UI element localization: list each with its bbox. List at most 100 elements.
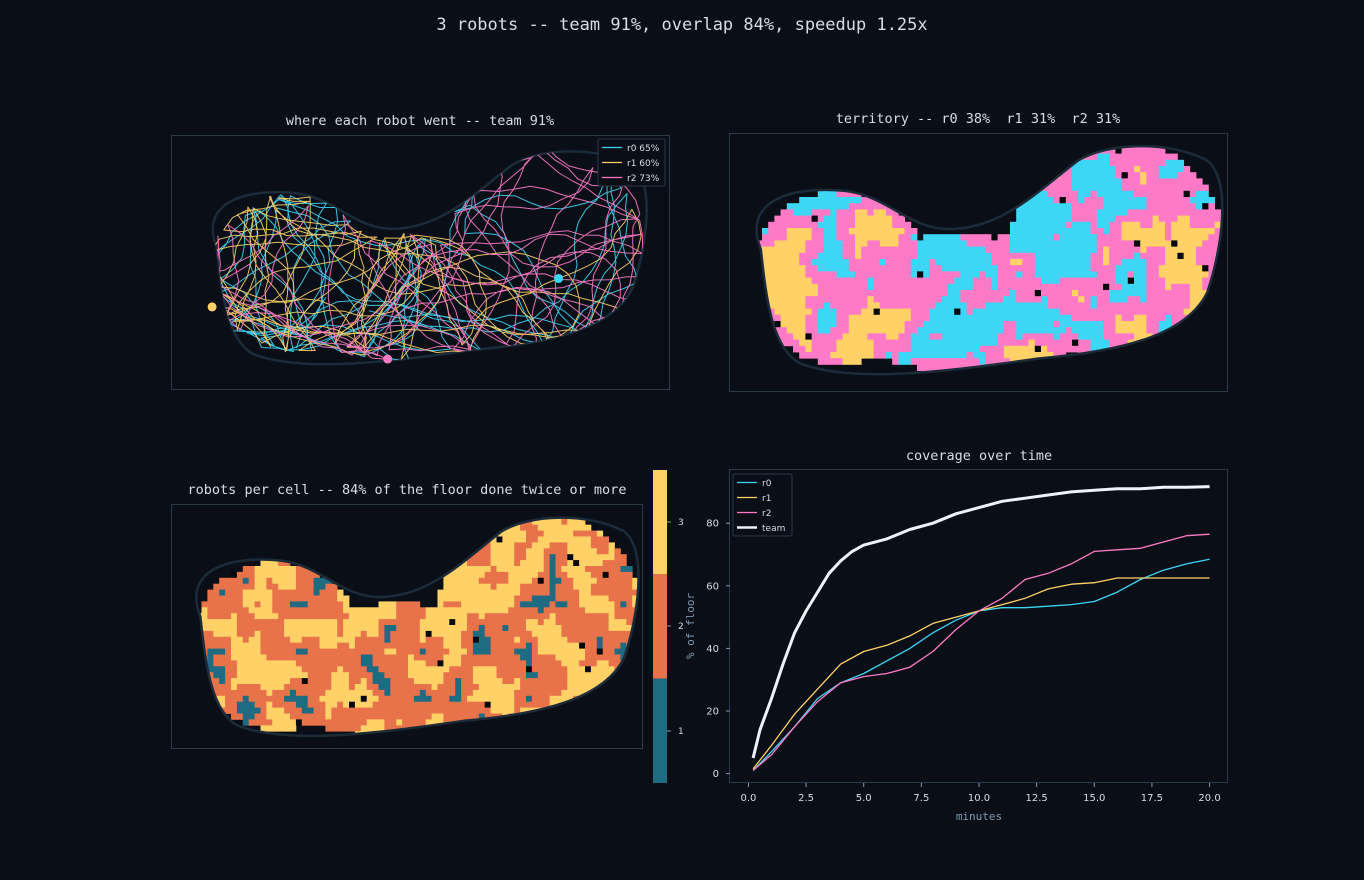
overlap-cell-2 [307,713,314,720]
territory-cell-r2 [1065,190,1073,198]
territory-cell-r0 [1140,277,1147,285]
overlap-cell-0 [301,678,309,685]
overlap-cell-2 [242,566,250,573]
overlap-cell-3 [248,678,255,685]
territory-cell-r1 [898,327,905,334]
territory-cell-r0 [954,259,961,266]
territory-cell-r1 [1115,321,1122,328]
overlap-cell-2 [602,642,609,649]
territory-cell-r1 [867,215,874,223]
territory-cell-r2 [1202,209,1209,216]
overlap-cell-2 [614,554,621,561]
territory-cell-r1 [1134,228,1141,235]
overlap-cell-2 [313,701,320,708]
territory-cell-r2 [799,252,806,260]
territory-cell-r2 [1196,252,1203,260]
overlap-cell-3 [266,595,273,602]
overlap-cell-2 [567,601,574,608]
territory-cell-r0 [923,352,930,359]
overlap-cell-3 [343,625,350,632]
territory-cell-r0 [1096,221,1104,229]
overlap-cell-3 [307,619,314,626]
overlap-cell-0 [496,536,503,543]
territory-cell-r2 [1003,252,1011,260]
overlap-cell-2 [201,672,208,679]
overlap-cell-3 [278,707,285,714]
territory-cell-r2 [842,302,850,309]
territory-cell-r2 [1183,302,1191,309]
overlap-cell-3 [579,689,586,697]
overlap-cell-2 [590,648,598,655]
territory-cell-r2 [966,240,974,247]
overlap-cell-3 [531,630,539,638]
territory-cell-r0 [1016,333,1023,340]
territory-cell-r0 [941,327,949,334]
overlap-cell-2 [626,583,633,590]
territory-cell-r0 [1072,178,1079,185]
territory-cell-r0 [830,190,837,198]
territory-cell-r1 [836,339,843,347]
overlap-cell-3 [496,707,503,714]
territory-cell-r2 [1041,172,1048,179]
territory-cell-r1 [1183,234,1191,241]
overlap-cell-3 [602,701,609,708]
overlap-cell-3 [543,530,550,537]
overlap-cell-2 [467,648,474,655]
overlap-cell-3 [372,613,379,620]
overlap-cell-0 [484,701,491,708]
overlap-cell-2 [254,619,261,626]
overlap-cell-3 [284,577,291,585]
territory-cell-r2 [1003,265,1011,272]
overlap-cell-2 [520,613,527,620]
territory-cell-r1 [879,215,887,223]
territory-cell-r2 [1115,172,1122,179]
overlap-cell-3 [508,542,515,549]
territory-cell-r2 [811,302,819,309]
territory-cell-r0 [929,234,936,241]
territory-cell-r1 [793,265,800,272]
territory-cell-r2 [1059,159,1067,167]
overlap-cell-2 [425,689,432,697]
colorbar-segment-3 [653,470,667,575]
overlap-cell-3 [290,666,297,673]
territory-cell-r2 [1115,339,1122,347]
overlap-cell-2 [455,707,462,714]
territory-cell-r2 [786,215,794,223]
overlap-cell-3 [567,642,574,649]
overlap-cell-2 [190,643,196,649]
territory-cell-r2 [979,234,986,241]
territory-cell-r2 [1115,246,1122,254]
territory-cell-r2 [873,240,881,247]
territory-cell-r2 [1158,246,1166,254]
overlap-cell-3 [437,630,444,638]
territory-cell-r1 [786,283,794,291]
territory-cell-r2 [1214,277,1222,285]
overlap-cell-2 [514,560,521,567]
territory-cell-r2 [1053,184,1060,192]
overlap-cell-2 [443,672,450,679]
coverage-line-team [751,485,1210,759]
overlap-cell-2 [638,607,639,614]
territory-cell-r2 [1003,283,1011,291]
territory-cell-r0 [1034,314,1042,322]
overlap-cell-2 [472,684,480,691]
territory-cell-r2 [1121,302,1129,309]
territory-cell-r2 [1072,283,1079,291]
territory-cell-r0 [1010,246,1017,254]
territory-cell-r1 [1121,234,1129,241]
territory-cell-r2 [1072,203,1079,210]
overlap-cell-3 [602,601,609,608]
territory-cell-r0 [1028,327,1036,334]
territory-cell-r1 [1202,271,1209,278]
territory-cell-r2 [997,265,1005,272]
territory-cell-r1 [750,271,757,278]
overlap-cell-2 [437,731,444,736]
overlap-cell-2 [190,637,196,643]
territory-cell-r0 [1047,228,1054,235]
overlap-cell-2 [419,713,427,720]
overlap-cell-3 [307,630,314,638]
overlap-cell-2 [354,707,362,714]
territory-cell-r2 [1003,271,1011,278]
territory-cell-r2 [997,339,1005,347]
territory-cell-r0 [910,339,918,347]
